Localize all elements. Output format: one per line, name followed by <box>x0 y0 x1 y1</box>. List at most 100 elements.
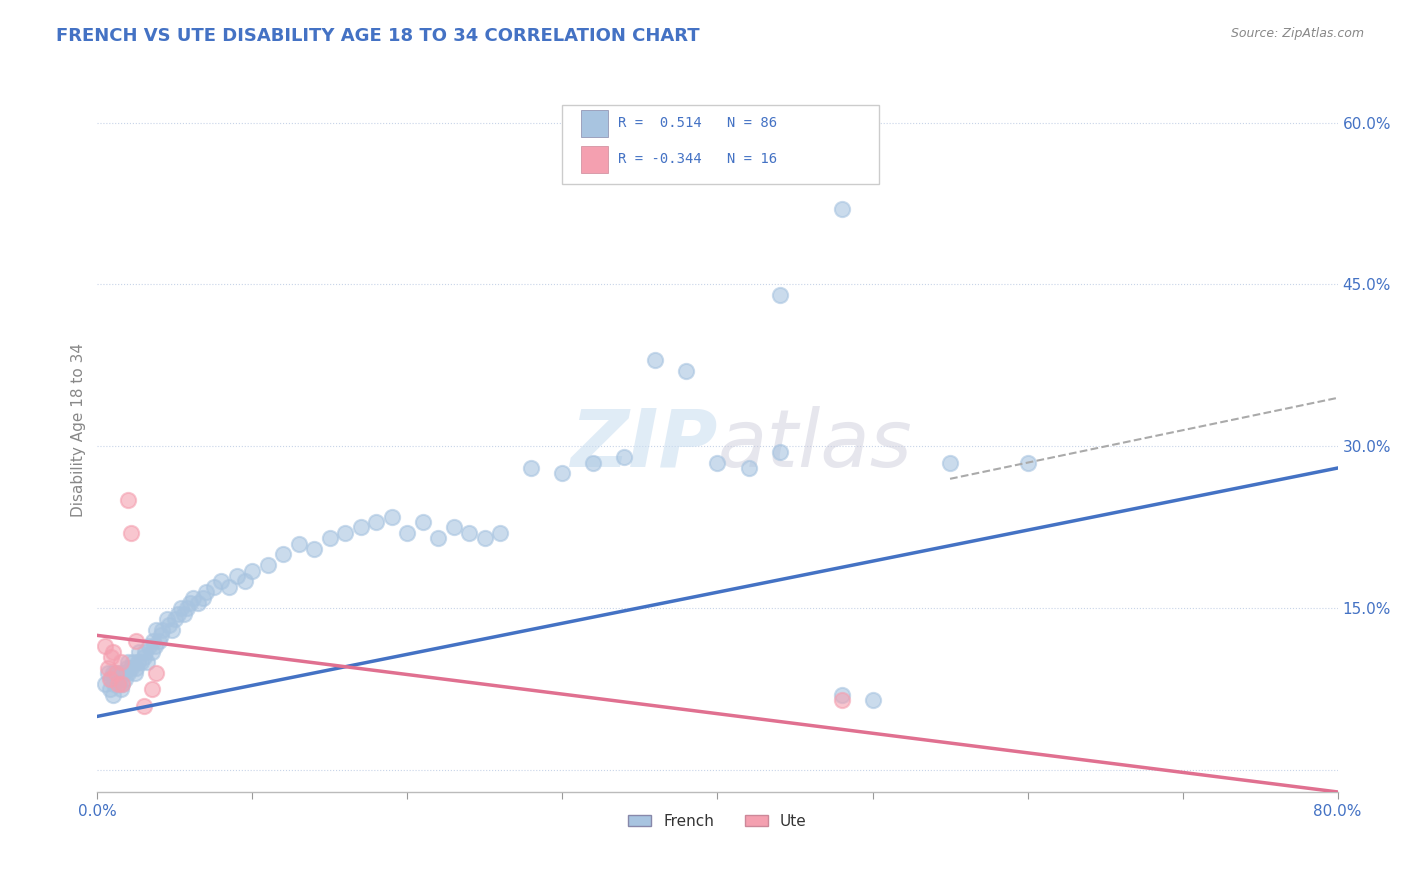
Point <box>242 564 264 578</box>
Point <box>257 558 280 573</box>
Point <box>273 548 295 562</box>
Text: Source: ZipAtlas.com: Source: ZipAtlas.com <box>1230 27 1364 40</box>
Point <box>149 628 172 642</box>
Point <box>138 639 160 653</box>
Point <box>173 607 195 621</box>
Point <box>187 596 209 610</box>
Point <box>101 644 124 658</box>
Point <box>209 574 232 589</box>
Text: R =  0.514   N = 86: R = 0.514 N = 86 <box>619 116 778 129</box>
Point <box>366 515 388 529</box>
Point <box>117 656 139 670</box>
Point <box>103 677 125 691</box>
Point <box>768 445 790 459</box>
Point <box>831 688 853 702</box>
Point <box>443 520 465 534</box>
Point <box>114 672 136 686</box>
Point <box>129 656 152 670</box>
Point <box>136 656 159 670</box>
Point <box>157 617 180 632</box>
Point <box>104 666 127 681</box>
Point <box>381 509 404 524</box>
Point <box>183 591 205 605</box>
Legend: French, Ute: French, Ute <box>621 808 813 835</box>
Point <box>551 467 574 481</box>
Point <box>98 672 121 686</box>
Point <box>520 461 543 475</box>
Point <box>218 580 240 594</box>
Point <box>167 607 190 621</box>
Point <box>225 569 247 583</box>
Point <box>675 364 697 378</box>
Point <box>101 666 124 681</box>
Text: atlas: atlas <box>717 406 912 483</box>
Point <box>706 456 728 470</box>
Point <box>127 656 149 670</box>
Point <box>176 601 198 615</box>
Point <box>100 650 122 665</box>
Text: FRENCH VS UTE DISABILITY AGE 18 TO 34 CORRELATION CHART: FRENCH VS UTE DISABILITY AGE 18 TO 34 CO… <box>56 27 700 45</box>
Point <box>458 525 481 540</box>
Point <box>288 536 311 550</box>
Point <box>110 666 132 681</box>
Point <box>141 682 163 697</box>
Point <box>427 531 450 545</box>
Point <box>117 493 139 508</box>
FancyBboxPatch shape <box>562 104 879 185</box>
Point <box>202 580 225 594</box>
Point <box>134 644 156 658</box>
Point <box>110 682 132 697</box>
Point <box>98 682 121 697</box>
Point <box>163 612 186 626</box>
Point <box>152 623 174 637</box>
Point <box>831 693 853 707</box>
Point <box>120 525 142 540</box>
Point <box>111 677 134 691</box>
Point <box>128 644 150 658</box>
Point <box>304 541 326 556</box>
Point <box>117 666 139 681</box>
Text: ZIP: ZIP <box>569 406 717 483</box>
Point <box>101 688 124 702</box>
Y-axis label: Disability Age 18 to 34: Disability Age 18 to 34 <box>72 343 86 517</box>
Point <box>489 525 512 540</box>
Point <box>939 456 962 470</box>
Point <box>97 661 120 675</box>
Point <box>100 672 122 686</box>
Point <box>160 623 183 637</box>
Point <box>474 531 496 545</box>
Point <box>194 585 217 599</box>
Point <box>107 677 129 691</box>
Point <box>156 612 179 626</box>
Point <box>148 633 170 648</box>
Point <box>107 672 129 686</box>
Point <box>350 520 373 534</box>
Point <box>412 515 434 529</box>
Point <box>111 677 134 691</box>
Point <box>115 661 138 675</box>
Point <box>97 666 120 681</box>
Point <box>94 639 117 653</box>
Point <box>120 661 142 675</box>
Point <box>1017 456 1039 470</box>
Point <box>191 591 214 605</box>
Point <box>396 525 419 540</box>
Text: R = -0.344   N = 16: R = -0.344 N = 16 <box>619 152 778 166</box>
Point <box>145 666 167 681</box>
Point <box>737 461 759 475</box>
Point <box>122 656 145 670</box>
Point <box>145 623 167 637</box>
Point <box>644 353 666 368</box>
Point <box>132 650 155 665</box>
Point <box>104 666 127 681</box>
Point <box>112 666 135 681</box>
Point <box>831 202 853 216</box>
Point <box>179 596 201 610</box>
Point <box>582 456 605 470</box>
Point <box>141 644 163 658</box>
Point <box>142 633 165 648</box>
Point <box>768 288 790 302</box>
Point <box>233 574 256 589</box>
Point <box>125 633 148 648</box>
Bar <box>581 110 609 137</box>
